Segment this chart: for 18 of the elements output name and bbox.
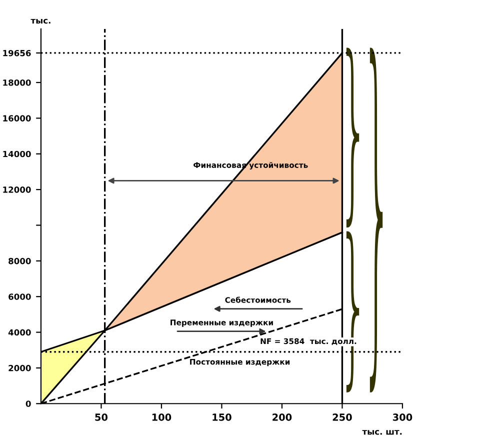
y-tick-label: 6000: [8, 294, 31, 300]
y-tick-label: 16000: [3, 115, 31, 122]
y-axis-title: тыс.: [30, 18, 50, 24]
y-tick-label: 12000: [3, 186, 31, 193]
x-tick-label: 200: [272, 414, 292, 421]
x-tick-label: 150: [212, 414, 232, 421]
x-tick-label: 300: [392, 414, 412, 421]
x-tick-label: 50: [95, 414, 108, 421]
y-tick-label: 8000: [8, 258, 31, 264]
y-tick-label: 18000: [3, 79, 31, 86]
y-tick-label: 2000: [8, 364, 31, 372]
y-tick-label: 0: [26, 400, 31, 407]
y-tick-label: 19656: [3, 50, 31, 56]
x-tick-label: 100: [152, 414, 172, 421]
x-axis-title: тыс. шт.: [362, 430, 402, 435]
x-tick-label: 250: [332, 414, 352, 421]
y-tick-label: 14000: [3, 150, 31, 158]
y-tick-label: 4000: [8, 329, 31, 336]
